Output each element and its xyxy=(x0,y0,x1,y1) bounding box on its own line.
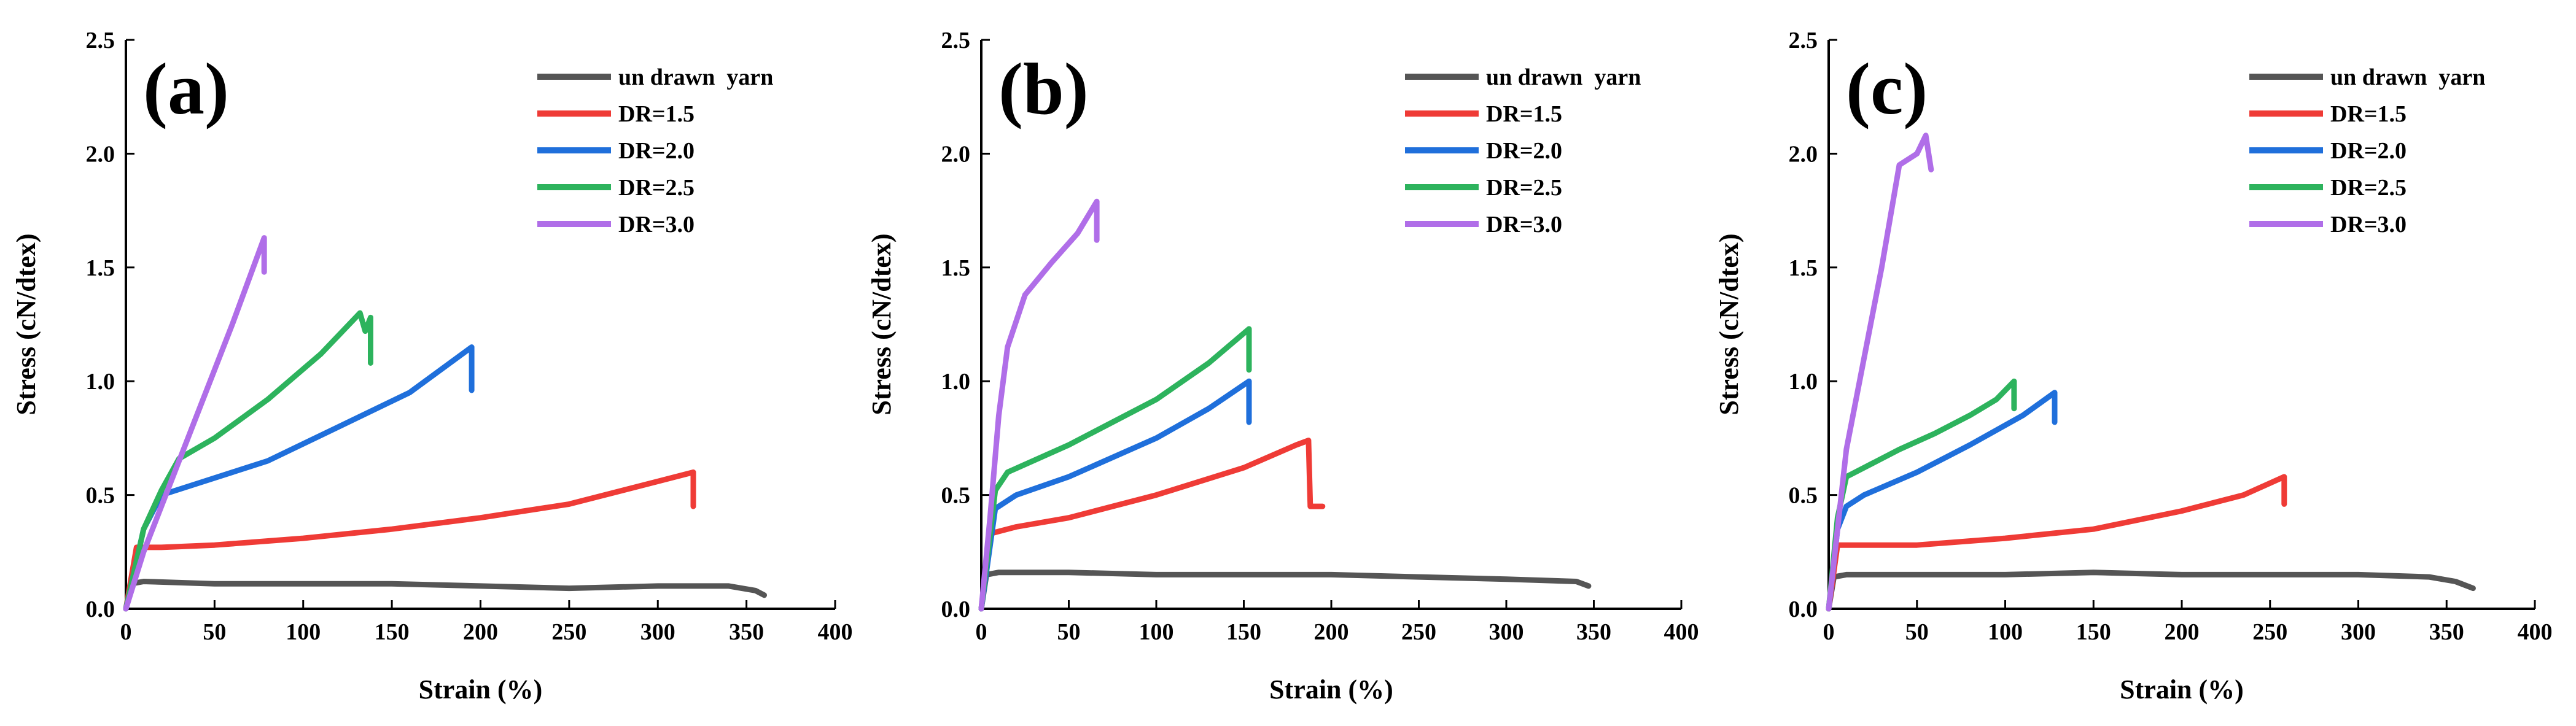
x-tick-label: 300 xyxy=(640,619,675,645)
series-line-2 xyxy=(978,438,1326,612)
panel-label: (a) xyxy=(143,48,229,129)
series-line-4 xyxy=(978,326,1252,612)
series-line-5 xyxy=(1826,133,1934,612)
x-tick-label: 100 xyxy=(1988,619,2023,645)
panel-b: 0 50 100 150 200 250 300 350 400 0.0 0.5 1.0 1.5 2.0 2… xyxy=(866,28,1699,705)
y-tick-label: 0.5 xyxy=(1789,483,1818,509)
x-tick-label: 200 xyxy=(1314,619,1349,645)
series-line-5 xyxy=(123,235,267,612)
x-tick-label: 0 xyxy=(976,619,987,645)
x-tick-label: 400 xyxy=(818,619,853,645)
legend-label: DR=3.0 xyxy=(618,212,695,237)
series-line-3 xyxy=(123,344,475,612)
y-tick-label: 2.0 xyxy=(86,141,115,167)
legend-label: un drawn yarn xyxy=(2330,64,2485,90)
y-axis-title: Stress (cN/dtex) xyxy=(866,233,897,415)
y-tick-label: 2.5 xyxy=(941,28,971,53)
y-tick-label: 1.0 xyxy=(1789,369,1818,395)
legend-label: DR=2.0 xyxy=(1486,138,1562,164)
series-line-1 xyxy=(1826,570,2476,612)
y-axis-title: Stress (cN/dtex) xyxy=(11,233,41,415)
x-tick-label: 300 xyxy=(2341,619,2376,645)
y-tick-label: 2.5 xyxy=(1789,28,1818,53)
y-tick-label: 2.0 xyxy=(941,141,971,167)
y-tick-label: 1.5 xyxy=(941,255,971,281)
legend-label: DR=1.5 xyxy=(1486,101,1562,127)
x-tick-label: 400 xyxy=(1664,619,1699,645)
y-tick-label: 2.5 xyxy=(86,28,115,53)
legend-label: un drawn yarn xyxy=(618,64,773,90)
x-tick-label: 150 xyxy=(375,619,410,645)
legend-label: DR=1.5 xyxy=(2330,101,2407,127)
panel-label: (c) xyxy=(1846,48,1928,129)
y-tick-label: 1.5 xyxy=(1789,255,1818,281)
legend-label: DR=2.5 xyxy=(618,175,695,201)
x-tick-label: 50 xyxy=(203,619,226,645)
series-line-2 xyxy=(123,469,696,612)
x-tick-label: 0 xyxy=(120,619,132,645)
y-tick-label: 0.0 xyxy=(1789,597,1818,622)
y-tick-label: 0.5 xyxy=(86,483,115,509)
series-line-3 xyxy=(978,378,1252,612)
series-line-5 xyxy=(978,198,1100,612)
legend-label: DR=2.5 xyxy=(1486,175,1562,201)
series-line-4 xyxy=(123,310,373,612)
legend-label: DR=3.0 xyxy=(2330,212,2407,237)
legend-label: DR=1.5 xyxy=(618,101,695,127)
x-tick-label: 200 xyxy=(463,619,498,645)
x-axis-title: Strain (%) xyxy=(1269,674,1393,705)
x-tick-label: 100 xyxy=(1139,619,1174,645)
x-tick-label: 350 xyxy=(2429,619,2464,645)
y-tick-label: 0.0 xyxy=(86,597,115,622)
x-tick-label: 350 xyxy=(1576,619,1611,645)
y-tick-label: 0.5 xyxy=(941,483,971,509)
x-tick-label: 50 xyxy=(1057,619,1081,645)
panel-c: 0 50 100 150 200 250 300 350 400 0.0 0.5 1.0 1.5 2.0 2… xyxy=(1714,28,2553,705)
legend-label: DR=2.0 xyxy=(2330,138,2407,164)
y-tick-label: 0.0 xyxy=(941,597,971,622)
x-tick-label: 150 xyxy=(2076,619,2111,645)
legend-label: un drawn yarn xyxy=(1486,64,1641,90)
x-tick-label: 250 xyxy=(551,619,586,645)
x-tick-label: 150 xyxy=(1226,619,1261,645)
x-axis-title: Strain (%) xyxy=(2120,674,2244,705)
y-tick-label: 1.0 xyxy=(941,369,971,395)
legend-label: DR=3.0 xyxy=(1486,212,1562,237)
y-axis-title: Stress (cN/dtex) xyxy=(1714,233,1744,415)
x-axis-title: Strain (%) xyxy=(419,674,543,705)
series-line-1 xyxy=(123,579,767,612)
x-tick-label: 350 xyxy=(729,619,764,645)
x-tick-label: 100 xyxy=(286,619,321,645)
x-tick-label: 250 xyxy=(2252,619,2287,645)
y-tick-label: 1.0 xyxy=(86,369,115,395)
y-tick-label: 2.0 xyxy=(1789,141,1818,167)
x-tick-label: 200 xyxy=(2165,619,2200,645)
x-tick-label: 250 xyxy=(1401,619,1436,645)
x-tick-label: 0 xyxy=(1823,619,1835,645)
series-line-2 xyxy=(1826,474,2287,612)
x-tick-label: 300 xyxy=(1489,619,1524,645)
y-tick-label: 1.5 xyxy=(86,255,115,281)
panel-label: (b) xyxy=(998,48,1089,129)
series-line-1 xyxy=(978,570,1592,612)
x-tick-label: 400 xyxy=(2518,619,2553,645)
panel-a: 0 50 100 150 200 250 300 350 400 0.0 0.5 1.0 1.5 2.0 2… xyxy=(11,28,853,705)
legend-label: DR=2.0 xyxy=(618,138,695,164)
x-tick-label: 50 xyxy=(1905,619,1929,645)
legend-label: DR=2.5 xyxy=(2330,175,2407,201)
